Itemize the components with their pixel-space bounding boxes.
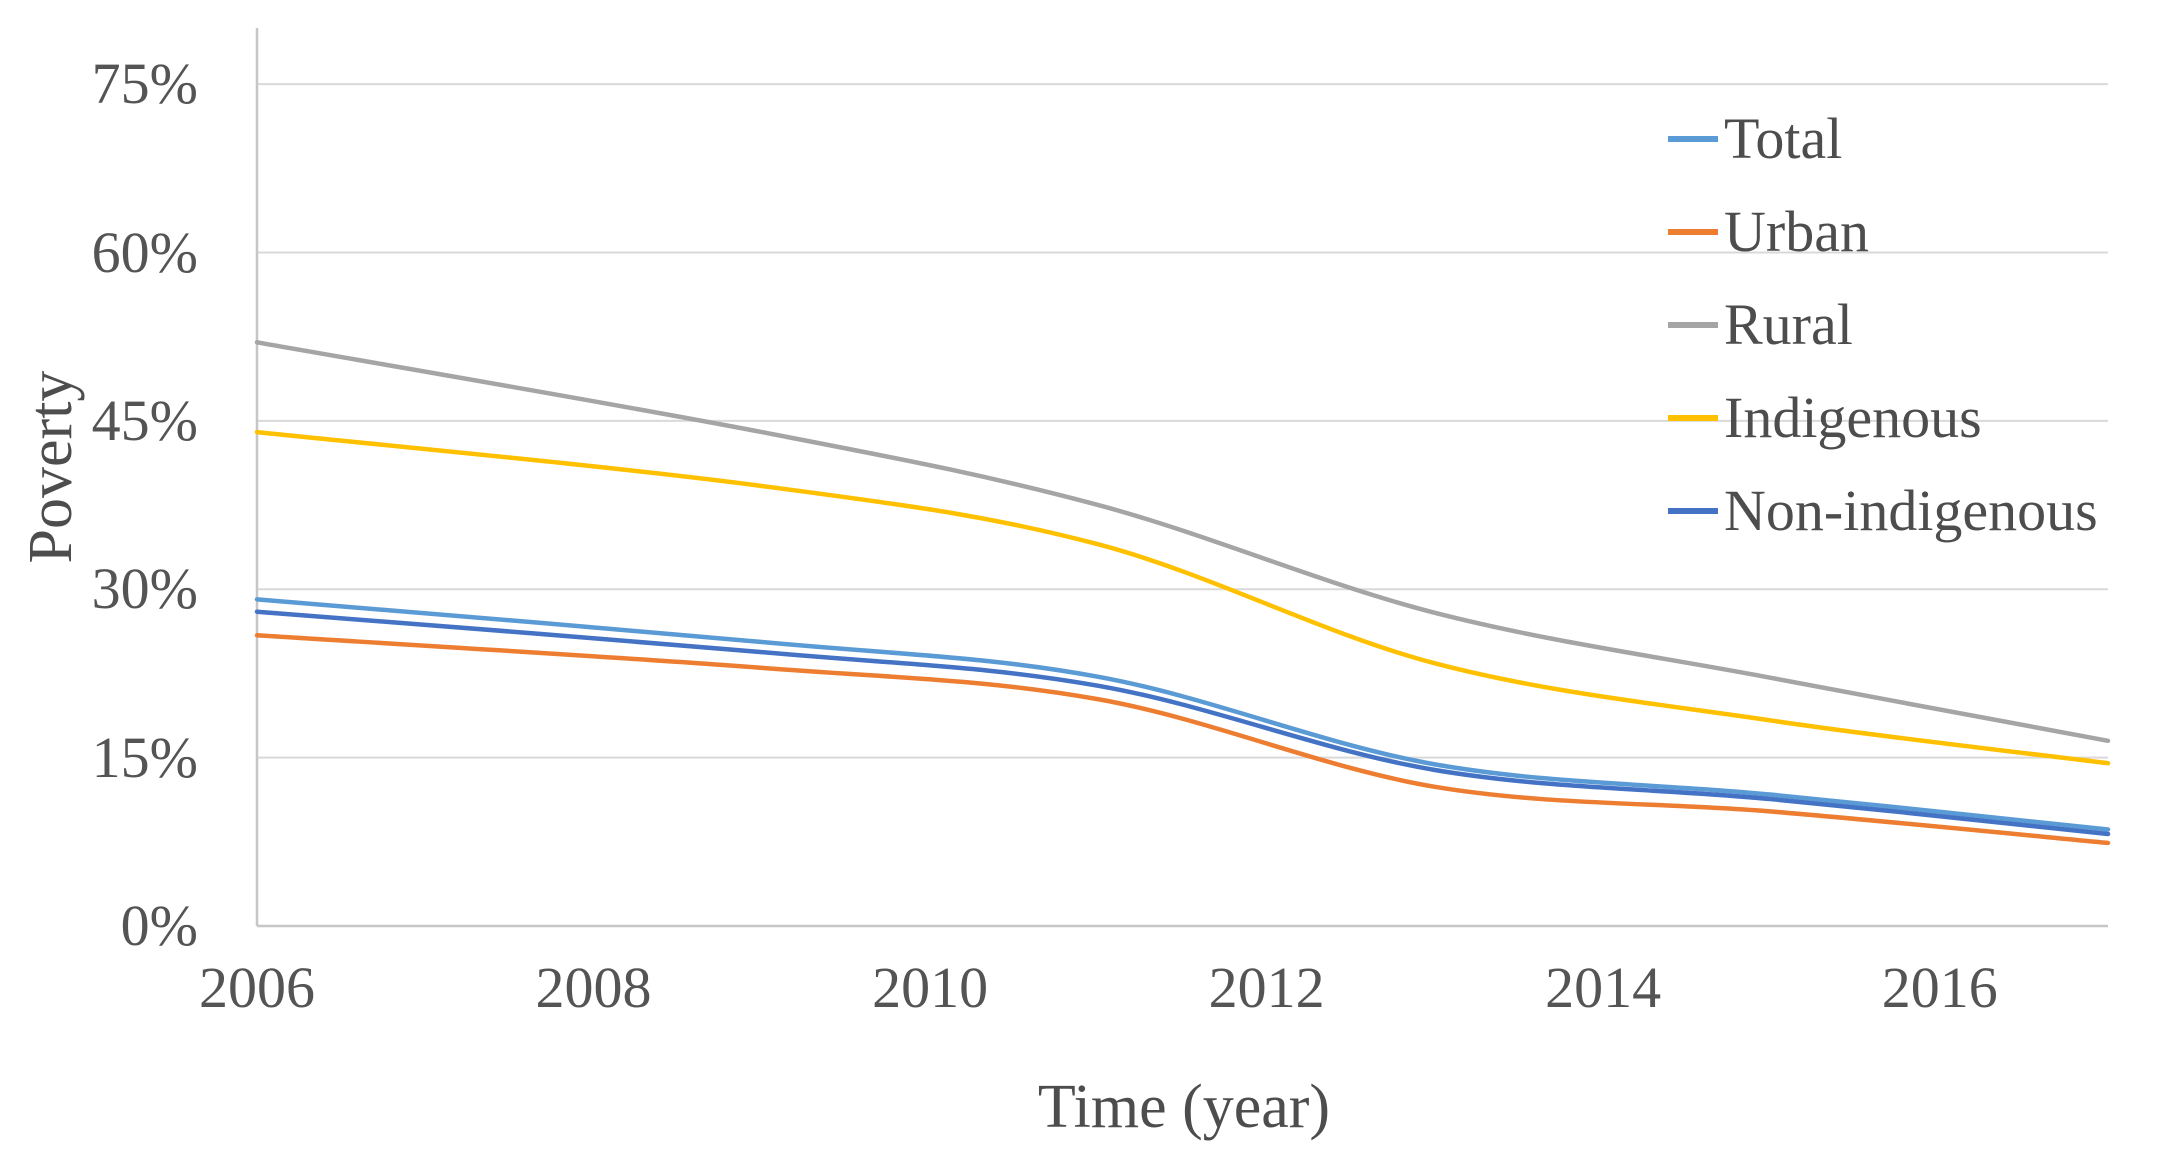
- legend-label-indigenous: Indigenous: [1724, 385, 1982, 450]
- legend-item-urban: Urban: [1668, 195, 1869, 269]
- x-tick-label-2014: 2014: [1545, 955, 1662, 1020]
- legend-label-non-indigenous: Non-indigenous: [1724, 478, 2098, 543]
- series-line-indigenous: [254, 429, 2111, 766]
- series-line-non-indigenous: [254, 609, 2111, 837]
- x-tick-label-2006: 2006: [199, 955, 315, 1020]
- x-tick-label-2012: 2012: [1208, 955, 1325, 1020]
- legend-line-icon-total: [1668, 136, 1718, 142]
- y-tick-label-0%: 0%: [120, 893, 198, 958]
- legend-label-urban: Urban: [1724, 199, 1869, 264]
- x-axis-title: Time (year): [1037, 1073, 1331, 1141]
- series-line-total: [254, 597, 2111, 832]
- y-tick-label-15%: 15%: [91, 724, 198, 790]
- legend-label-total: Total: [1724, 106, 1843, 171]
- x-tick-label-2008: 2008: [535, 955, 652, 1020]
- series-line-rural: [254, 340, 2111, 744]
- legend-item-rural: Rural: [1668, 288, 1853, 362]
- legend-line-icon-indigenous: [1668, 415, 1718, 421]
- legend-line-icon-urban: [1668, 229, 1718, 235]
- series-line-urban: [254, 633, 2111, 846]
- legend-label-rural: Rural: [1724, 292, 1853, 357]
- legend-line-icon-non-indigenous: [1668, 508, 1718, 514]
- y-tick-label-75%: 75%: [91, 51, 198, 117]
- y-tick-label-30%: 30%: [91, 556, 198, 622]
- y-axis-title: Poverty: [17, 370, 85, 564]
- y-tick-label-45%: 45%: [91, 387, 198, 453]
- x-tick-label-2016: 2016: [1881, 955, 1998, 1020]
- legend-item-indigenous: Indigenous: [1668, 381, 1982, 455]
- legend-line-icon-rural: [1668, 322, 1718, 328]
- legend-item-total: Total: [1668, 102, 1842, 176]
- y-tick-label-60%: 60%: [91, 219, 198, 285]
- legend-item-non-indigenous: Non-indigenous: [1668, 474, 2098, 548]
- x-tick-label-2010: 2010: [872, 955, 989, 1020]
